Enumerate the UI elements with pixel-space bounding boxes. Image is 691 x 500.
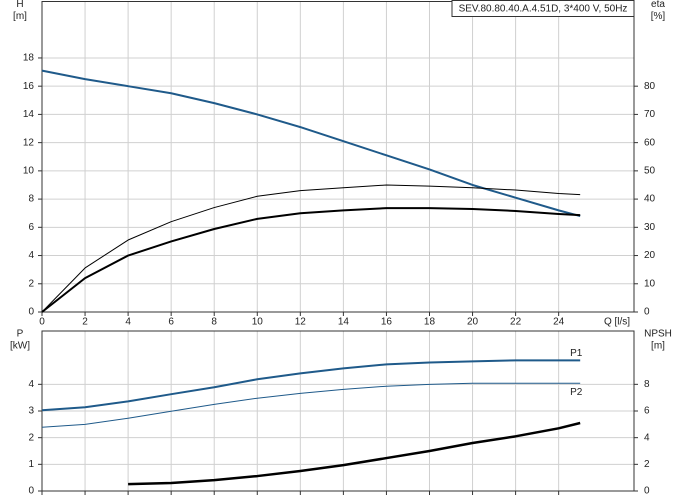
y-axis-unit: [kW]	[10, 341, 30, 352]
x-tick-label: 14	[338, 317, 350, 328]
y-tick-label: 0	[28, 307, 34, 318]
x-tick-label: 2	[82, 317, 88, 328]
y2-tick-label: 2	[644, 459, 650, 470]
y2-tick-label: 80	[644, 81, 656, 92]
curve	[41, 184, 581, 313]
y2-tick-label: 70	[644, 109, 656, 120]
curve	[41, 382, 581, 428]
curve	[41, 207, 581, 313]
curve	[41, 69, 581, 217]
y-axis-label: H	[16, 0, 23, 10]
curve-label: P2	[570, 387, 583, 398]
y-tick-label: 8	[28, 194, 34, 205]
y-tick-label: 0	[28, 486, 34, 497]
x-tick-label: 8	[211, 317, 217, 328]
title-box	[451, 0, 635, 17]
y-tick-label: 3	[28, 406, 34, 417]
y2-tick-label: 30	[644, 222, 656, 233]
x-tick-label: 22	[510, 317, 522, 328]
y-tick-label: 12	[23, 137, 35, 148]
x-tick-label: 0	[39, 317, 45, 328]
y2-axis-label: NPSH	[644, 329, 672, 340]
x-tick-label: 16	[381, 317, 393, 328]
y-axis-unit: [m]	[13, 11, 27, 22]
y2-tick-label: 0	[644, 486, 650, 497]
plot-frame	[41, 1, 635, 313]
y-axis-label: P	[17, 329, 24, 340]
y-tick-label: 2	[28, 278, 34, 289]
chart-title: SEV.80.80.40.A.4.51D, 3*400 V, 50Hz	[459, 4, 628, 15]
y-tick-label: 1	[28, 459, 34, 470]
curve	[41, 359, 581, 412]
y2-tick-label: 60	[644, 137, 656, 148]
y-tick-label: 18	[23, 53, 35, 64]
y-tick-label: 4	[28, 250, 34, 261]
curve-label: P1	[570, 348, 583, 359]
y2-axis-unit: [%]	[651, 11, 666, 22]
y2-tick-label: 10	[644, 278, 656, 289]
y2-axis-unit: [m]	[651, 341, 665, 352]
y-tick-label: 14	[23, 109, 35, 120]
y2-tick-label: 20	[644, 250, 656, 261]
y2-tick-label: 40	[644, 194, 656, 205]
y-tick-label: 6	[28, 222, 34, 233]
y2-tick-label: 0	[644, 307, 650, 318]
x-tick-label: 18	[424, 317, 436, 328]
y2-tick-label: 6	[644, 406, 650, 417]
x-tick-label: 20	[467, 317, 479, 328]
y-tick-label: 16	[23, 81, 35, 92]
x-tick-label: 24	[553, 317, 565, 328]
y2-tick-label: 8	[644, 379, 650, 390]
y-tick-label: 2	[28, 432, 34, 443]
x-tick-label: 12	[295, 317, 307, 328]
plot-frame	[41, 330, 635, 492]
x-tick-label: 4	[125, 317, 131, 328]
y2-tick-label: 50	[644, 166, 656, 177]
x-axis-label: Q [l/s]	[604, 317, 630, 328]
y2-tick-label: 4	[644, 432, 650, 443]
y-tick-label: 4	[28, 379, 34, 390]
x-tick-label: 6	[168, 317, 174, 328]
x-tick-label: 10	[252, 317, 264, 328]
y-tick-label: 10	[23, 166, 35, 177]
curve	[128, 421, 581, 486]
y2-axis-label: eta	[651, 0, 665, 10]
